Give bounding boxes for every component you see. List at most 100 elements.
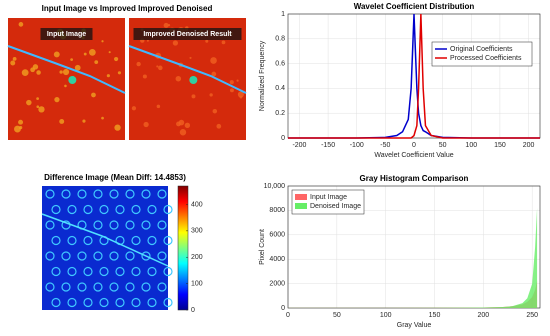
image-spot: [74, 64, 81, 71]
image-spot: [156, 65, 159, 68]
image-spot: [179, 129, 187, 136]
image-spot: [191, 94, 196, 99]
image-spot: [10, 60, 16, 66]
image-spot: [189, 56, 192, 59]
image-spot: [101, 116, 104, 120]
heatmap-spot: [67, 266, 77, 277]
image-spot: [237, 91, 244, 98]
heatmap-spot: [163, 235, 173, 246]
x-tick-label: -150: [321, 142, 335, 149]
y-tick-label: 0.6: [275, 60, 285, 67]
y-tick-label: 1: [281, 11, 285, 18]
colorbar: [177, 185, 189, 311]
x-tick-label: -200: [292, 142, 306, 149]
y-axis-label: Pixel Count: [259, 229, 266, 265]
image-spot: [83, 52, 87, 56]
image-label: Input Image: [47, 31, 86, 38]
heatmap-spot: [131, 266, 141, 277]
image-spot: [163, 22, 169, 28]
heatmap-image: [42, 186, 168, 310]
chart-title: Input Image vs Improved Improved Denoise…: [42, 4, 213, 13]
x-tick-label: 50: [333, 312, 341, 319]
heatmap-spot: [163, 204, 173, 215]
heatmap-spot: [99, 297, 109, 308]
image-spot: [131, 106, 137, 111]
image-spot: [117, 71, 122, 75]
legend-label: Input Image: [310, 194, 347, 201]
heatmap-spot: [147, 204, 157, 215]
heatmap-spot: [115, 266, 125, 277]
y-axis-label: Normalized Frequency: [259, 40, 266, 111]
heatmap-spot: [45, 251, 55, 261]
heatmap-spot: [131, 235, 141, 246]
image-spot: [229, 88, 234, 93]
colorbar-tick-label: 300: [191, 228, 203, 235]
x-tick-label: 150: [494, 142, 506, 149]
heatmap-spot: [61, 251, 71, 261]
image-spot: [156, 104, 161, 109]
image-spot: [221, 40, 226, 45]
x-tick-label: 200: [523, 142, 535, 149]
y-tick-label: 0: [281, 135, 285, 142]
image-spot: [53, 51, 60, 58]
heatmap-spot: [109, 220, 119, 230]
heatmap-spot: [93, 282, 103, 292]
histogram-area: [288, 281, 538, 308]
heatmap-spot: [163, 266, 173, 277]
image-spot: [176, 121, 181, 127]
image-crack: [7, 45, 126, 94]
image-spot: [18, 119, 24, 125]
heatmap-spot: [83, 266, 93, 277]
image-spot: [19, 125, 23, 130]
colorbar-tick-label: 400: [191, 201, 203, 208]
y-tick-label: 0: [281, 305, 285, 312]
image-spot: [175, 75, 182, 82]
legend-swatch: [295, 203, 307, 209]
heatmap-spot: [115, 297, 125, 308]
legend-swatch: [295, 194, 307, 200]
x-tick-label: 150: [429, 312, 441, 319]
image-spot: [236, 79, 239, 82]
heatmap-spot: [51, 266, 61, 277]
image-spot: [59, 118, 65, 124]
heatmap-spot: [61, 189, 71, 199]
heatmap-spot: [67, 204, 77, 215]
image-spot: [88, 49, 96, 56]
heatmap-spot: [83, 235, 93, 246]
x-tick-label: -100: [350, 142, 364, 149]
legend-label: Original Coefficients: [450, 46, 513, 53]
image-spot: [12, 57, 17, 61]
image-spot: [205, 39, 209, 43]
image-spot: [18, 22, 24, 27]
image-spot: [209, 93, 213, 97]
y-tick-label: 0.2: [275, 110, 285, 117]
image-label-box: [133, 28, 242, 40]
image-spot: [68, 76, 77, 84]
heatmap-spot: [141, 282, 151, 292]
heatmap-crack: [41, 213, 169, 267]
heatmap-spot: [125, 220, 135, 230]
series-line: [288, 13, 540, 139]
image-label-box: [40, 28, 93, 40]
x-tick-label: 0: [286, 312, 290, 319]
heatmap-spot: [109, 251, 119, 261]
chart-title: Gray Histogram Comparison: [360, 174, 469, 183]
y-tick-label: 6000: [269, 232, 285, 239]
heatmap-spot: [157, 282, 167, 292]
heatmap-spot: [157, 189, 167, 199]
image-spot: [108, 51, 111, 54]
heatmap-spot: [83, 204, 93, 215]
image-spot: [54, 97, 60, 103]
image-spot: [189, 76, 198, 84]
image-spot: [114, 124, 121, 131]
heatmap-spot: [125, 251, 135, 261]
heatmap-spot: [77, 189, 87, 199]
heatmap-spot: [141, 220, 151, 230]
x-tick-label: 100: [465, 142, 477, 149]
image-spot: [94, 60, 99, 64]
heatmap-spot: [147, 235, 157, 246]
image-spot: [216, 123, 222, 129]
image-spot: [36, 70, 41, 75]
heatmap-spot: [51, 235, 61, 246]
heatmap-spot: [51, 204, 61, 215]
